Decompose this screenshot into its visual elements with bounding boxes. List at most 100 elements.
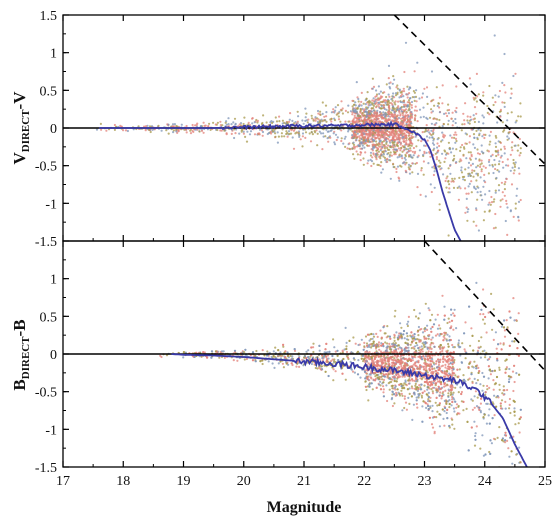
data-point [453, 154, 456, 157]
data-point [500, 348, 503, 351]
data-point [463, 179, 466, 182]
data-point [368, 144, 371, 147]
data-point [316, 367, 319, 370]
data-point [451, 124, 454, 127]
data-point [399, 91, 402, 94]
data-point [308, 132, 311, 135]
data-point [472, 118, 475, 121]
data-point [514, 207, 517, 210]
data-point [396, 165, 400, 168]
data-point [238, 132, 241, 135]
data-point [356, 114, 360, 117]
data-point [375, 149, 379, 152]
data-point [477, 371, 480, 374]
data-point [384, 138, 387, 141]
data-point [218, 356, 221, 359]
data-point [352, 141, 355, 144]
data-point [438, 324, 441, 327]
data-point [499, 148, 503, 151]
data-point [352, 107, 355, 110]
data-point [232, 121, 235, 124]
data-point [452, 186, 456, 189]
data-point [471, 381, 474, 385]
data-point [274, 346, 277, 349]
data-point [325, 120, 328, 123]
data-point [402, 100, 405, 103]
data-point [453, 410, 456, 413]
data-point [382, 378, 386, 381]
data-point [451, 423, 454, 426]
data-point [507, 131, 510, 134]
data-point [245, 140, 249, 143]
data-point [443, 382, 446, 385]
data-point [428, 333, 431, 337]
data-point [340, 100, 343, 103]
data-point [341, 349, 344, 352]
data-point [333, 360, 336, 363]
data-point [444, 363, 447, 366]
data-point [473, 377, 476, 380]
data-point [261, 362, 264, 366]
data-point [356, 117, 359, 120]
data-point [439, 348, 442, 351]
data-point [407, 166, 410, 169]
data-point [481, 434, 484, 437]
data-point [407, 119, 410, 122]
data-point [356, 373, 360, 376]
data-point [426, 403, 429, 406]
data-point [491, 417, 494, 420]
data-point [510, 111, 513, 114]
data-point [436, 404, 439, 407]
data-point [490, 442, 493, 445]
data-point [342, 142, 345, 145]
data-point [414, 382, 417, 385]
bottom-panel: 10.50-0.5-1-1.5 17 18 19 20 21 22 23 24 25 BDIRE… [10, 240, 552, 489]
data-point [286, 131, 289, 135]
data-point [441, 131, 444, 134]
data-point [402, 109, 405, 112]
data-point [455, 139, 458, 143]
data-point [428, 131, 431, 134]
data-point [402, 105, 405, 108]
data-point [475, 100, 478, 103]
data-point [514, 144, 517, 147]
data-point [492, 338, 495, 341]
data-point [503, 152, 506, 155]
data-point [351, 134, 354, 137]
data-point [276, 131, 279, 134]
data-point [380, 107, 383, 110]
data-point [467, 208, 470, 211]
data-point [401, 394, 404, 397]
data-point [500, 399, 504, 402]
data-point [362, 163, 365, 166]
data-point [329, 118, 332, 121]
data-point [285, 362, 288, 365]
data-point [334, 370, 337, 373]
data-point [393, 379, 396, 383]
data-point [473, 360, 476, 363]
data-point [443, 385, 446, 388]
data-point [402, 149, 405, 152]
data-point [438, 118, 441, 122]
data-point [442, 135, 445, 138]
data-point [105, 129, 108, 132]
data-point [384, 362, 387, 365]
data-point [515, 194, 518, 197]
data-point [384, 159, 387, 162]
data-point [380, 147, 383, 150]
data-point [407, 346, 410, 349]
data-point [379, 164, 382, 167]
data-point [151, 128, 154, 131]
data-point [451, 372, 454, 375]
data-point [469, 164, 473, 167]
data-point [449, 326, 452, 329]
data-point [318, 130, 321, 133]
data-point [400, 105, 403, 109]
data-point [406, 96, 409, 99]
data-point [363, 108, 366, 111]
data-point [255, 349, 258, 353]
data-point [458, 185, 461, 188]
data-point [365, 108, 368, 111]
data-point [488, 209, 491, 212]
data-point [444, 157, 447, 160]
